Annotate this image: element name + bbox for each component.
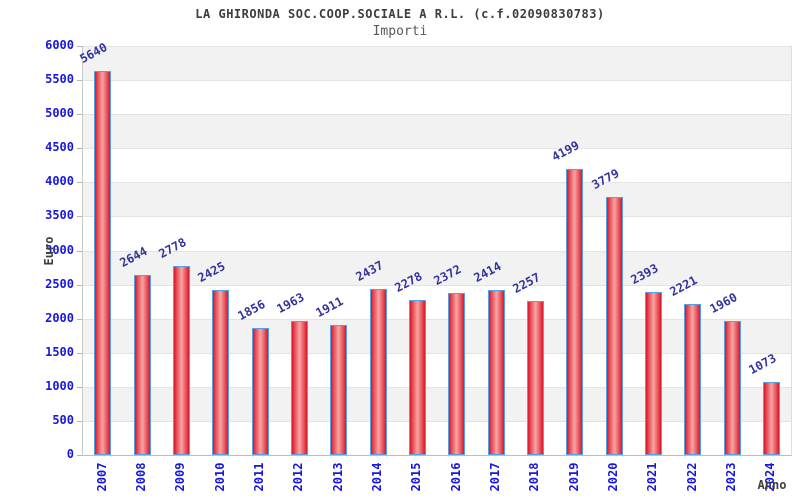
x-tick-label-2014: 2014 [370, 462, 384, 492]
background-band [83, 352, 791, 387]
bar-2010 [212, 290, 230, 455]
bar-2014 [369, 289, 387, 455]
bar-2009 [172, 266, 190, 455]
background-band [83, 386, 791, 421]
y-tick-mark [77, 46, 82, 47]
bar-2011 [251, 328, 269, 455]
background-band [83, 318, 791, 353]
bar-2020 [605, 197, 623, 455]
x-tick-label-2008: 2008 [134, 462, 148, 492]
y-tick-label-5000: 5000 [45, 106, 74, 121]
y-tick-label-4500: 4500 [45, 140, 74, 155]
background-band [83, 148, 791, 183]
bar-2008 [133, 275, 151, 455]
y-tick-label-3000: 3000 [45, 242, 74, 257]
background-band [83, 46, 791, 81]
chart-title: LA GHIRONDA SOC.COOP.SOCIALE A R.L. (c.f… [195, 7, 605, 21]
y-tick-mark [77, 284, 82, 286]
bar-2024 [762, 382, 780, 455]
x-tick-label-2015: 2015 [409, 462, 424, 492]
x-tick-label-2018: 2018 [527, 462, 542, 492]
x-tick-label-2012: 2012 [291, 462, 306, 492]
bar-2023 [723, 321, 741, 455]
y-axis-title: Euro [42, 236, 56, 266]
x-tick-label-2013: 2013 [330, 462, 345, 492]
bar-2016 [448, 293, 466, 455]
y-tick-mark [77, 420, 82, 422]
background-band [83, 250, 791, 285]
background-band [83, 216, 791, 251]
background-band [83, 420, 791, 455]
y-tick-label-2000: 2000 [45, 310, 74, 325]
y-tick-mark [77, 318, 82, 320]
y-tick-mark [77, 182, 82, 184]
x-tick-label-2023: 2023 [724, 462, 738, 492]
y-tick-mark [77, 148, 82, 150]
bar-2019 [566, 169, 584, 455]
bar-2021 [644, 292, 662, 455]
x-tick-label-2022: 2022 [684, 462, 699, 492]
x-tick-label-2020: 2020 [606, 462, 620, 492]
background-band [83, 80, 791, 115]
y-tick-mark [77, 114, 82, 116]
bar-2012 [290, 321, 308, 455]
y-tick-label-1500: 1500 [45, 344, 74, 359]
y-tick-label-2500: 2500 [45, 276, 74, 291]
background-band [83, 182, 791, 217]
y-tick-label-1000: 1000 [45, 378, 74, 393]
background-band [83, 114, 791, 149]
bar-2013 [330, 325, 348, 455]
x-tick-label-2021: 2021 [645, 462, 660, 492]
y-tick-label-4000: 4000 [45, 174, 74, 189]
bar-2015 [408, 300, 426, 455]
y-tick-mark [77, 250, 82, 252]
x-tick-label-2011: 2011 [252, 462, 266, 492]
bar-2022 [684, 304, 702, 455]
chart-subtitle: Importi [372, 24, 428, 39]
y-tick-label-6000: 6000 [45, 38, 74, 52]
x-tick-label-2009: 2009 [173, 462, 188, 492]
bar-2018 [526, 301, 544, 455]
x-tick-label-2019: 2019 [566, 462, 581, 492]
x-tick-label-2007: 2007 [94, 462, 109, 492]
plot-area: 5640 2644 2778 2425 1856 1963 1911 2437 2278 2372… [78, 40, 792, 456]
x-tick-label-2017: 2017 [488, 462, 502, 492]
y-tick-mark [77, 455, 82, 456]
x-tick-label-2010: 2010 [212, 462, 227, 492]
y-tick-mark [77, 386, 82, 388]
x-tick-label-2016: 2016 [448, 462, 463, 492]
y-tick-label-500: 500 [52, 412, 74, 427]
y-tick-mark [77, 216, 82, 218]
background-band [83, 284, 791, 319]
y-tick-label-3500: 3500 [45, 208, 74, 223]
bar-2017 [487, 290, 505, 455]
y-tick-mark [77, 80, 82, 82]
y-tick-label-5500: 5500 [45, 72, 74, 87]
y-tick-label-0: 0 [66, 447, 74, 461]
x-axis-title: Anno [757, 478, 787, 492]
bar-2007 [94, 71, 112, 455]
y-tick-mark [77, 352, 82, 354]
